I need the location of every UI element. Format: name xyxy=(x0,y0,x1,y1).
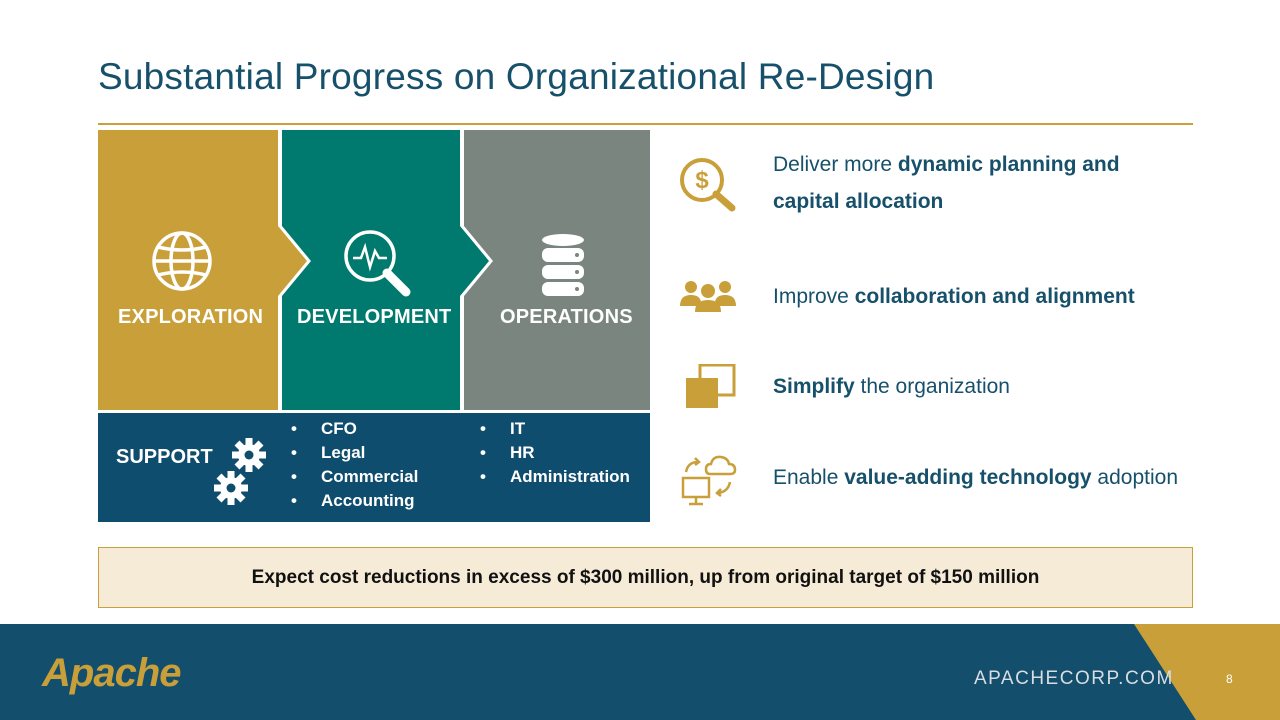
slide-title: Substantial Progress on Organizational R… xyxy=(98,56,935,97)
list-item: IT xyxy=(480,417,630,441)
list-item: Legal xyxy=(291,441,418,465)
logo-wordmark: Apache xyxy=(41,651,181,695)
support-list-admin: IT HR Administration xyxy=(480,417,630,489)
benefit-text: Improve xyxy=(773,285,855,308)
team-icon xyxy=(680,281,736,312)
gears-icon xyxy=(214,438,266,505)
callout-text: Expect cost reductions in excess of $300… xyxy=(251,566,1040,588)
benefit-emphasis: Simplify xyxy=(773,375,855,398)
page-number: 8 xyxy=(1226,672,1233,686)
overlapping-squares-icon xyxy=(686,364,736,408)
exploration-label: EXPLORATION xyxy=(118,306,264,328)
list-item: Accounting xyxy=(291,489,418,513)
list-item: CFO xyxy=(291,417,418,441)
benefit-collaboration: Improve collaboration and alignment xyxy=(773,278,1135,315)
support-label: SUPPORT xyxy=(116,446,213,468)
benefit-text: adoption xyxy=(1091,466,1179,489)
title-divider xyxy=(98,123,1193,125)
cloud-sync-computer-icon xyxy=(681,455,737,506)
benefit-emphasis: dynamic planning and capital allocation xyxy=(773,153,1120,213)
exploration-block xyxy=(98,130,307,410)
cost-reduction-callout: Expect cost reductions in excess of $300… xyxy=(98,547,1193,608)
footer-bar: Apache APACHECORP.COM 8 xyxy=(0,624,1280,720)
benefit-technology: Enable value-adding technology adoption xyxy=(773,459,1178,496)
dollar-magnifier-icon: $ xyxy=(680,158,736,212)
phase-panel: EXPLORATION DEVELOPMENT OPERATIONS xyxy=(98,130,650,410)
benefit-text: Deliver more xyxy=(773,153,898,176)
list-item: HR xyxy=(480,441,630,465)
footer-gold-wedge xyxy=(1134,624,1280,720)
svg-text:$: $ xyxy=(695,167,709,194)
apache-logo: Apache xyxy=(41,651,182,695)
database-icon xyxy=(542,234,584,296)
benefit-simplify: Simplify the organization xyxy=(773,368,1010,405)
benefit-emphasis: value-adding technology xyxy=(844,466,1092,489)
operations-label: OPERATIONS xyxy=(500,306,633,328)
globe-icon xyxy=(152,231,212,291)
list-item: Administration xyxy=(480,465,630,489)
list-item: Commercial xyxy=(291,465,418,489)
benefit-text: Enable xyxy=(773,466,845,489)
support-list-finance: CFO Legal Commercial Accounting xyxy=(291,417,418,513)
magnifier-pulse-icon xyxy=(344,230,411,297)
benefit-planning: Deliver more dynamic planning and capita… xyxy=(773,146,1173,220)
benefit-text: the organization xyxy=(854,375,1010,398)
benefit-emphasis: collaboration and alignment xyxy=(854,285,1135,308)
website-link[interactable]: APACHECORP.COM xyxy=(974,668,1174,689)
development-label: DEVELOPMENT xyxy=(297,306,452,328)
phase-chevrons xyxy=(98,130,650,410)
support-bar: SUPPORT xyxy=(98,413,650,522)
